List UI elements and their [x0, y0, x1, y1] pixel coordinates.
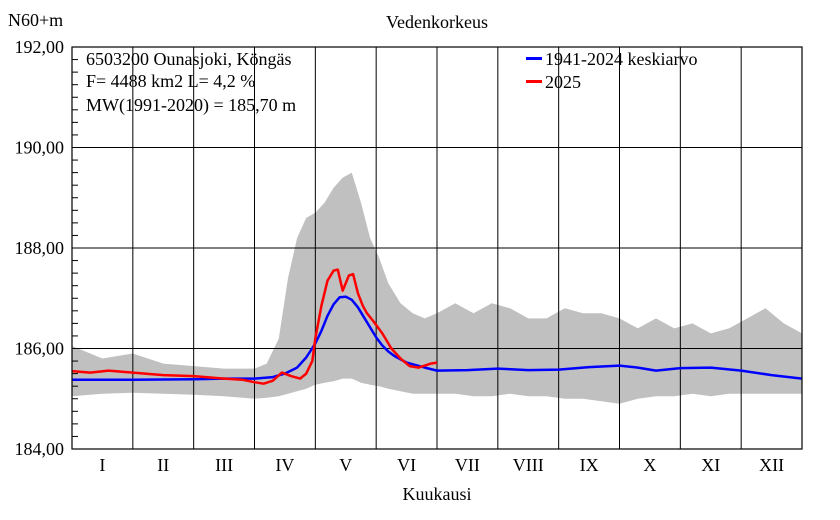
- legend-label-average: 1941-2024 keskiarvo: [545, 49, 698, 69]
- x-tick-label: III: [215, 455, 233, 475]
- y-tick-label: 192,00: [15, 37, 65, 57]
- legend-swatch-2025: [526, 80, 542, 84]
- x-tick-label: VIII: [513, 455, 544, 475]
- year-2025-series-line: [71, 268, 438, 385]
- catchment-area-line: F= 4488 km2 L= 4,2 %: [86, 71, 256, 91]
- x-tick-label: XII: [759, 455, 784, 475]
- x-tick-label: XI: [701, 455, 720, 475]
- x-tick-label: X: [643, 455, 656, 475]
- y-tick-label: 184,00: [15, 439, 65, 459]
- average-series-line: [72, 295, 803, 381]
- mean-water-level-line: MW(1991-2020) = 185,70 m: [86, 95, 297, 115]
- y-axis-unit-label: N60+m: [8, 10, 64, 30]
- y-tick-label: 186,00: [15, 339, 65, 359]
- chart-title: Vedenkorkeus: [386, 12, 488, 32]
- x-axis-title: Kuukausi: [402, 484, 472, 504]
- plot-frame: [71, 46, 803, 450]
- x-tick-label: I: [99, 455, 105, 475]
- x-tick-label: VI: [397, 455, 416, 475]
- legend-swatch-average: [526, 57, 542, 61]
- x-tick-label: VII: [455, 455, 480, 475]
- x-tick-label: V: [339, 455, 352, 475]
- station-name-line: 6503200 Ounasjoki, Köngäs: [86, 49, 292, 69]
- x-tick-label: IX: [580, 455, 599, 475]
- series-layer: [71, 268, 803, 385]
- legend-item-average: 1941-2024 keskiarvo: [526, 48, 697, 70]
- x-tick-label: IV: [275, 455, 294, 475]
- axis-layer: [71, 46, 803, 450]
- y-tick-label: 190,00: [15, 138, 65, 158]
- y-tick-label: 188,00: [15, 238, 65, 258]
- legend-item-2025: 2025: [526, 71, 581, 93]
- legend-label-2025: 2025: [545, 72, 581, 92]
- x-tick-label: II: [157, 455, 169, 475]
